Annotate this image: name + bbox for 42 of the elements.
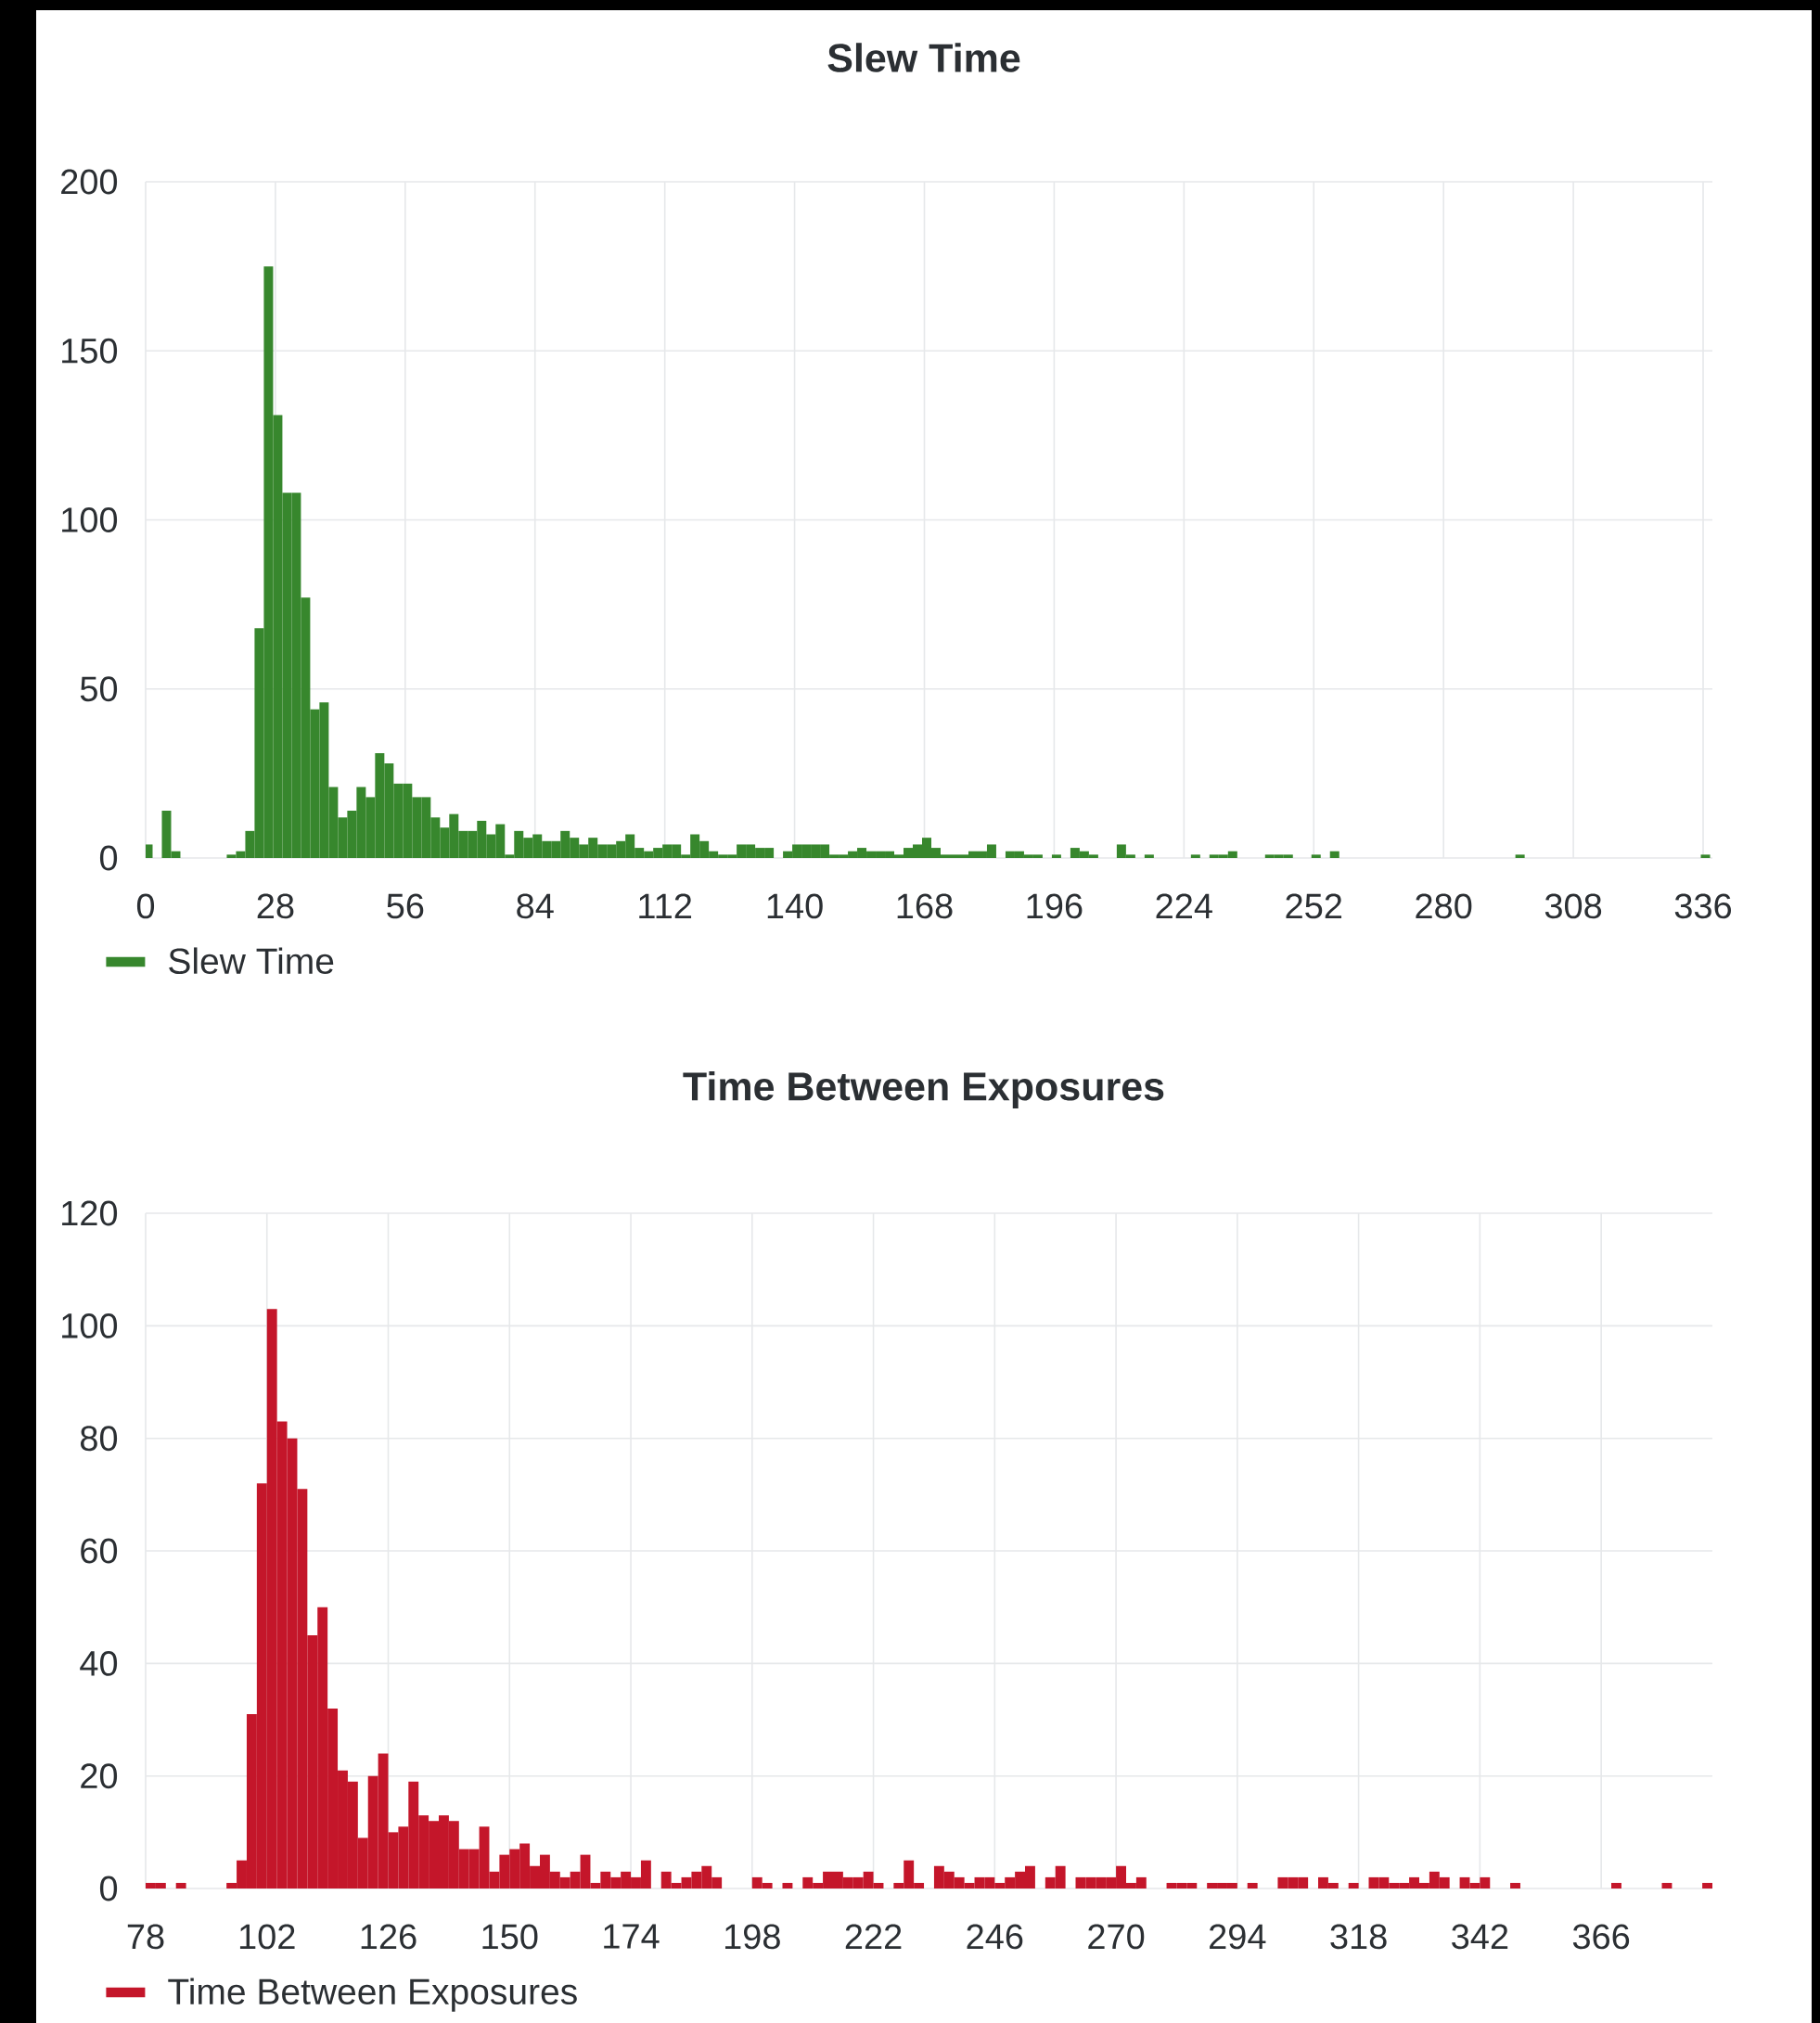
x-tick-label: 84 bbox=[517, 893, 554, 919]
x-tick-label: 366 bbox=[1572, 1924, 1630, 1950]
legend-label: Time Between Exposures bbox=[168, 1978, 577, 2012]
x-tick-label: 126 bbox=[361, 1924, 417, 1950]
y-tick-label: 60 bbox=[81, 1538, 118, 1564]
x-tick-label: 150 bbox=[482, 1924, 538, 1950]
x-tick-label: 270 bbox=[1088, 1924, 1145, 1950]
y-tick-label: 0 bbox=[99, 845, 118, 871]
x-tick-label: 252 bbox=[1286, 893, 1342, 919]
x-tick-label: 78 bbox=[127, 1924, 164, 1950]
x-tick-label: 308 bbox=[1544, 893, 1602, 919]
y-tick-label: 40 bbox=[80, 1650, 118, 1676]
y-tick-label: 200 bbox=[61, 169, 118, 195]
x-tick-label: 246 bbox=[967, 1924, 1023, 1950]
y-tick-label: 100 bbox=[62, 507, 118, 532]
x-tick-label: 56 bbox=[387, 893, 424, 919]
y-tick-label: 0 bbox=[99, 1876, 118, 1901]
chart-title: Slew Time bbox=[827, 43, 1020, 72]
y-tick-label: 150 bbox=[62, 338, 118, 364]
x-tick-label: 198 bbox=[725, 1924, 780, 1950]
y-tick-label: 80 bbox=[81, 1426, 118, 1452]
x-tick-label: 318 bbox=[1330, 1924, 1387, 1950]
y-tick-label: 100 bbox=[62, 1312, 118, 1338]
x-tick-label: 168 bbox=[897, 893, 953, 919]
x-tick-label: 222 bbox=[845, 1924, 902, 1949]
x-tick-label: 28 bbox=[257, 893, 294, 919]
x-tick-label: 294 bbox=[1210, 1924, 1266, 1950]
x-tick-label: 174 bbox=[604, 1924, 660, 1949]
x-tick-label: 342 bbox=[1452, 1924, 1508, 1950]
chart-title: Time Between Exposures bbox=[683, 1070, 1164, 1109]
legend-label: Slew Time bbox=[169, 947, 334, 975]
x-tick-label: 196 bbox=[1027, 893, 1083, 919]
x-tick-label: 0 bbox=[136, 893, 155, 919]
y-tick-label: 120 bbox=[62, 1200, 118, 1226]
x-tick-label: 140 bbox=[767, 893, 823, 919]
x-tick-label: 102 bbox=[239, 1924, 295, 1950]
x-tick-label: 336 bbox=[1674, 893, 1732, 919]
y-tick-label: 20 bbox=[81, 1763, 118, 1789]
x-tick-label: 224 bbox=[1156, 893, 1212, 918]
x-tick-label: 112 bbox=[639, 893, 692, 918]
x-tick-label: 280 bbox=[1416, 893, 1472, 919]
y-tick-label: 50 bbox=[80, 676, 118, 702]
